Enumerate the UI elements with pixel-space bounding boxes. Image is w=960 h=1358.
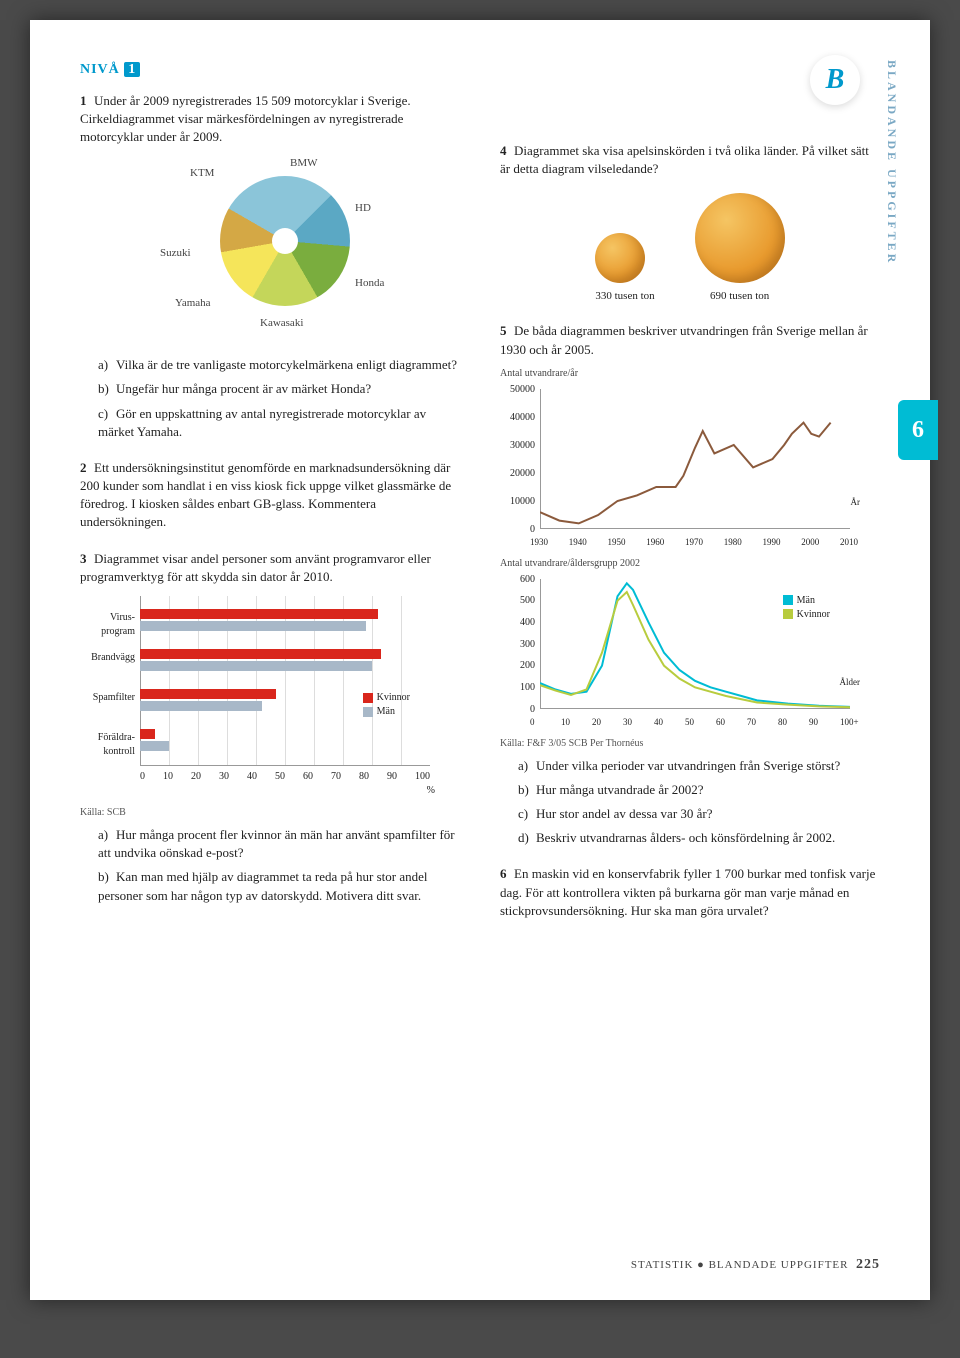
orange-large <box>695 193 785 283</box>
bar-legend: Kvinnor Män <box>363 691 410 719</box>
bar-chart: Virus- programBrandväggSpamfilterFöräldr… <box>80 596 430 796</box>
orange-small <box>595 233 645 283</box>
line-legend: Män Kvinnor <box>783 594 830 622</box>
question-1: 1Under år 2009 nyregistrerades 15 509 mo… <box>80 92 460 441</box>
side-title: BLANDANDE UPPGIFTER <box>883 60 900 265</box>
question-6: 6En maskin vid en konservfabrik fyller 1… <box>500 865 880 920</box>
question-2: 2Ett undersökningsinstitut genomförde en… <box>80 459 460 532</box>
line-chart-1: 0100002000030000400005000019301940195019… <box>500 389 860 549</box>
question-4: 4Diagrammet ska visa apelsinskörden i tv… <box>500 142 880 305</box>
level-badge: B <box>810 55 860 105</box>
orange-diagram: 330 tusen ton 690 tusen ton <box>500 193 880 304</box>
page: B BLANDANDE UPPGIFTER 6 NIVÅ 1 1Under år… <box>30 20 930 1300</box>
question-3: 3Diagrammet visar andel personer som anv… <box>80 550 460 905</box>
page-footer: STATISTIK ● BLANDADE UPPGIFTER 225 <box>631 1255 880 1275</box>
pie-chart: KTM BMW HD Honda Kawasaki Yamaha Suzuki <box>160 156 380 336</box>
source: Källa: SCB <box>80 806 460 820</box>
level-heading: NIVÅ 1 <box>80 60 880 80</box>
left-column: 1Under år 2009 nyregistrerades 15 509 mo… <box>80 92 460 938</box>
right-column: 4Diagrammet ska visa apelsinskörden i tv… <box>500 92 880 938</box>
line-chart-2: 0100200300400500600010203040506070809010… <box>500 579 860 729</box>
question-5: 5De båda diagrammen beskriver utvandring… <box>500 322 880 847</box>
source: Källa: F&F 3/05 SCB Per Thornéus <box>500 737 880 751</box>
chapter-tab: 6 <box>898 400 938 460</box>
